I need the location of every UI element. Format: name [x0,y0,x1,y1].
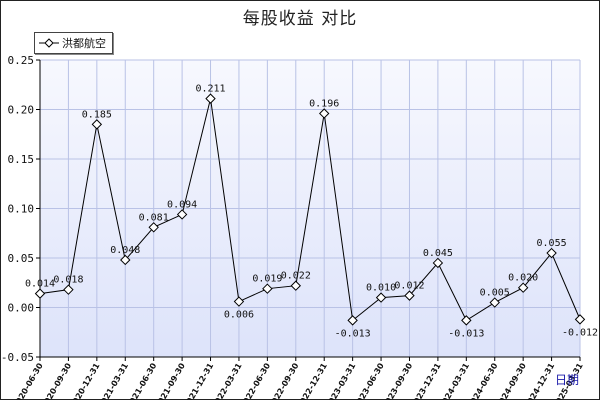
x-tick-label: 2024-03-31 [438,361,472,400]
data-point-marker [404,290,415,301]
data-label: 0.211 [195,84,225,95]
y-tick-label: 0.20 [8,104,35,117]
y-tick-label: 0.05 [8,252,35,265]
data-label: 0.006 [224,310,254,321]
data-point-marker [233,296,245,307]
data-label: -0.012 [562,327,598,338]
data-point-marker [290,280,301,291]
x-axis-label: 日期 [555,373,579,387]
x-tick-label: 2024-12-31 [523,361,557,400]
x-tick-label: 2022-06-30 [239,361,273,400]
data-point-marker [574,314,586,325]
data-point-marker [432,257,444,269]
legend-series-name: 洪都航空 [62,37,106,50]
data-label: 0.014 [25,279,55,290]
data-point-marker [205,93,216,104]
x-tick-label: 2020-06-30 [11,361,45,400]
y-tick-label: -0.05 [1,351,34,364]
x-tick-label: 2022-03-31 [210,361,244,400]
y-tick-label: 0.25 [8,54,35,67]
x-tick-label: 2024-09-30 [495,361,529,400]
x-tick-label: 2020-12-31 [68,361,102,400]
x-tick-label: 2023-12-31 [409,361,443,400]
y-tick-label: 0.10 [8,203,35,216]
data-point-marker [375,292,387,303]
data-point-marker [347,315,358,326]
x-tick-label: 2023-06-30 [352,361,386,400]
data-point-marker [546,247,557,259]
series-layer [34,93,586,326]
data-label: -0.013 [335,328,371,339]
data-label: 0.012 [394,281,424,292]
x-axis-ticks: 2020-06-302020-09-302020-12-312021-03-31… [11,357,585,400]
data-point-marker [319,108,330,119]
data-label: 0.045 [423,248,453,259]
x-tick-label: 2021-03-31 [97,361,131,400]
data-label: 0.094 [167,199,197,210]
data-point-marker [34,288,46,299]
data-point-marker [148,222,159,233]
series-line [39,98,581,322]
data-point-marker [489,297,500,308]
x-tick-label: 2023-09-30 [381,361,415,400]
data-label: 0.185 [82,109,112,120]
x-tick-label: 2022-09-30 [267,361,301,400]
data-label: 0.055 [537,238,567,249]
data-label: 0.196 [309,98,339,109]
data-point-marker [176,209,188,220]
data-point-marker [63,284,74,295]
data-point-marker [262,283,273,294]
x-tick-label: 2021-09-30 [153,361,187,400]
data-label: 0.005 [480,288,510,299]
chart-title: 每股收益 对比 [242,9,358,29]
y-axis-ticks: 0.25 0.20 0.15 0.10 0.05 0.00 -0.05 [1,54,40,364]
x-tick-label: 2021-06-30 [125,361,159,400]
data-label: 0.022 [281,271,311,282]
data-point-marker [517,282,529,293]
legend-line-marker-icon [39,38,59,48]
x-tick-label: 2021-12-31 [182,361,216,400]
data-label: 0.048 [110,245,140,256]
data-label: 0.081 [139,212,169,223]
y-tick-label: 0.00 [8,302,35,315]
x-tick-label: 2023-03-31 [324,361,358,400]
data-point-marker [120,254,131,266]
y-tick-label: 0.15 [8,153,35,166]
legend: 洪都航空 [34,32,113,54]
data-point-marker [91,119,103,130]
x-tick-label: 2022-12-31 [296,361,330,400]
x-tick-label: 2020-09-30 [40,361,74,400]
data-label: 0.020 [508,273,538,284]
data-label: 0.010 [366,283,396,294]
data-label: -0.013 [448,328,484,339]
data-label: 0.018 [53,275,83,286]
x-tick-label: 2024-06-30 [466,361,500,400]
data-label: 0.019 [252,274,282,285]
data-point-marker [461,315,472,326]
